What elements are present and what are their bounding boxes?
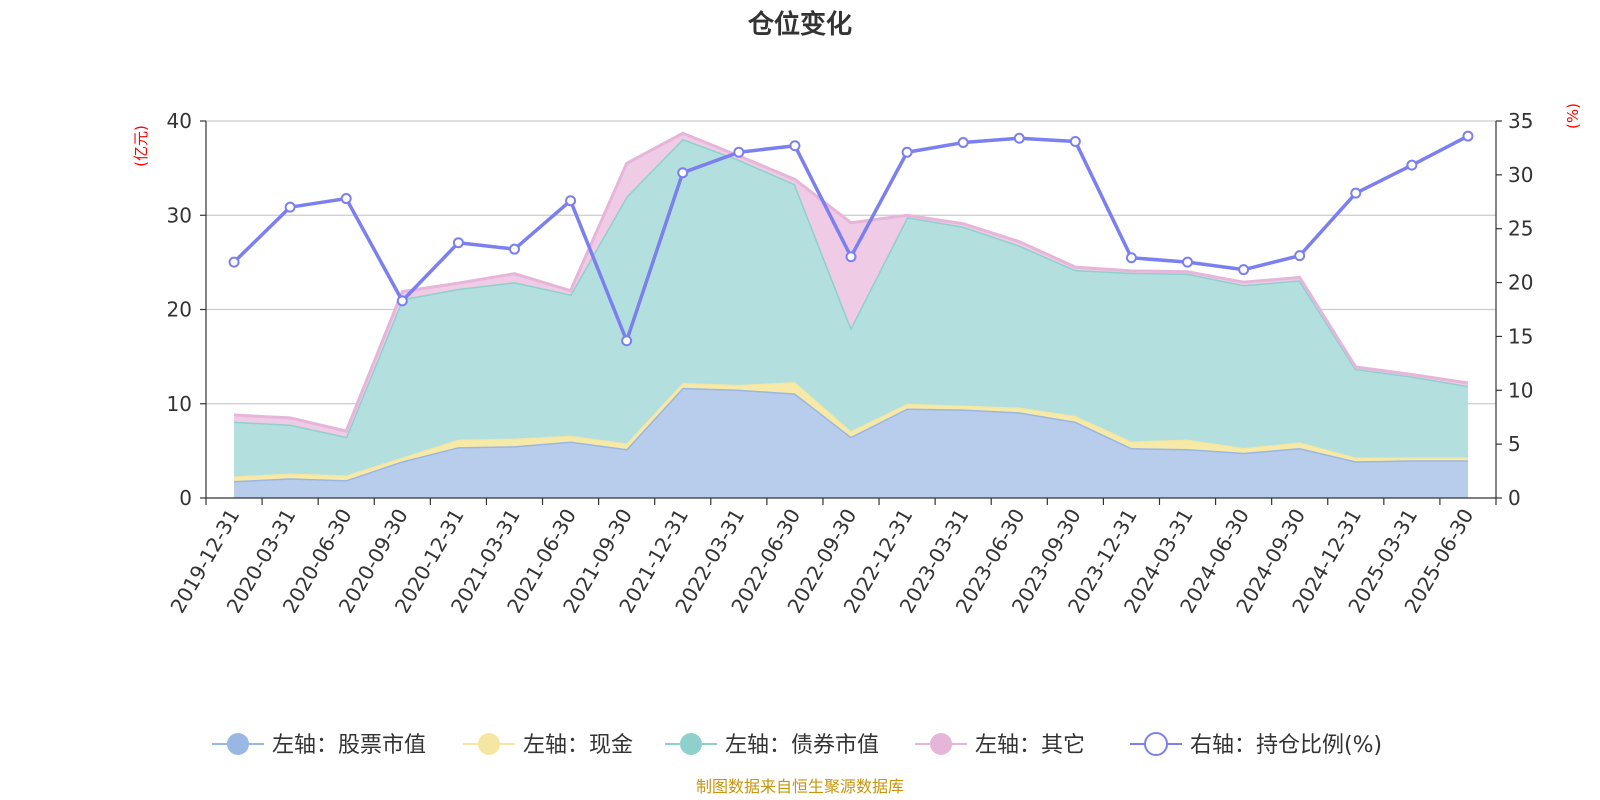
right-axis-tick-label: 10 xyxy=(1508,378,1533,402)
legend-marker xyxy=(680,733,702,755)
right-axis-tick-label: 5 xyxy=(1508,432,1521,456)
legend-label: 左轴：债券市值 xyxy=(725,733,879,758)
legend-label: 左轴：现金 xyxy=(523,733,633,758)
line-point xyxy=(228,256,240,268)
line-point xyxy=(1406,159,1418,171)
left-axis-unit: (亿元) xyxy=(132,125,150,167)
line-point xyxy=(1294,250,1306,262)
line-point xyxy=(1182,256,1194,268)
left-axis-tick-label: 0 xyxy=(179,486,192,510)
line-point xyxy=(1125,252,1137,264)
right-axis-tick-label: 25 xyxy=(1508,217,1533,241)
line-point xyxy=(565,195,577,207)
line-point xyxy=(845,251,857,263)
right-axis-tick-label: 15 xyxy=(1508,324,1533,348)
line-point xyxy=(1069,135,1081,147)
left-axis-tick-label: 40 xyxy=(167,109,192,133)
line-point xyxy=(452,237,464,249)
line-point xyxy=(508,243,520,255)
legend-label: 左轴：其它 xyxy=(975,733,1085,758)
right-axis-tick-label: 20 xyxy=(1508,271,1533,295)
line-point xyxy=(340,193,352,205)
data-source-note: 制图数据来自恒生聚源数据库 xyxy=(696,777,904,796)
area-edge-左轴：其它 xyxy=(233,131,1469,433)
line-point xyxy=(901,146,913,158)
line-point xyxy=(733,146,745,158)
chart-title: 仓位变化 xyxy=(747,9,852,40)
line-point xyxy=(284,201,296,213)
line-point xyxy=(1462,130,1474,142)
area-左轴：其它 xyxy=(234,133,1468,437)
right-axis-tick-label: 0 xyxy=(1508,486,1521,510)
legend-label: 左轴：股票市值 xyxy=(272,733,426,758)
area-左轴：股票市值 xyxy=(234,387,1468,498)
line-point xyxy=(1013,132,1025,144)
legend-marker xyxy=(930,733,952,755)
line-point xyxy=(396,295,408,307)
left-axis-tick-label: 20 xyxy=(167,298,192,322)
legend-marker xyxy=(478,733,500,755)
legend-marker xyxy=(227,733,249,755)
line-point xyxy=(677,167,689,179)
area-左轴：债券市值 xyxy=(234,138,1468,477)
line-point xyxy=(1350,187,1362,199)
legend: 左轴：股票市值 左轴：现金 左轴：债券市值 左轴：其它 右轴：持仓比例(%) xyxy=(212,732,1382,758)
legend-label: 右轴：持仓比例(%) xyxy=(1190,733,1382,758)
legend-marker xyxy=(1144,732,1168,756)
left-axis-tick-label: 10 xyxy=(167,392,192,416)
area-series xyxy=(233,131,1469,498)
right-axis-unit: (%) xyxy=(1564,103,1582,129)
line-series xyxy=(228,130,1474,347)
line-point xyxy=(789,140,801,152)
line-point xyxy=(621,335,633,347)
left-axis-tick-label: 30 xyxy=(167,203,192,227)
right-axis-tick-label: 30 xyxy=(1508,163,1533,187)
right-axis-tick-label: 35 xyxy=(1508,109,1533,133)
line-point xyxy=(957,137,969,149)
line-point xyxy=(1238,264,1250,276)
